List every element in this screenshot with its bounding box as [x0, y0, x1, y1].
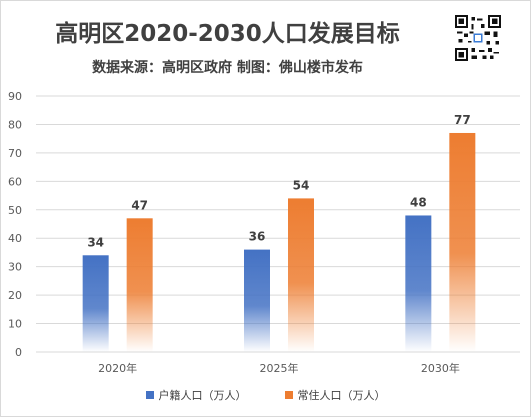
chart-subtitle: 数据来源：高明区政府 制图：佛山楼市发布 — [92, 60, 363, 76]
legend-label-series1: 户籍人口（万人） — [158, 389, 247, 402]
bar-series2 — [126, 218, 153, 352]
data-label: 77 — [454, 113, 471, 127]
y-tick-label: 0 — [15, 346, 22, 359]
chart-title: 高明区2020-2030人口发展目标 — [55, 21, 400, 47]
legend-swatch-series2 — [284, 391, 293, 399]
data-label: 36 — [249, 230, 266, 244]
y-tick-label: 80 — [8, 118, 22, 131]
legend-item-series2: 常住人口（万人） — [284, 387, 386, 403]
y-tick-label: 20 — [8, 289, 22, 302]
data-label: 48 — [410, 195, 427, 209]
data-label: 47 — [131, 198, 148, 212]
y-tick-label: 60 — [8, 175, 22, 188]
y-tick-label: 40 — [8, 232, 22, 245]
y-tick-label: 70 — [8, 147, 22, 160]
y-tick-label: 30 — [8, 261, 22, 274]
data-label: 54 — [293, 178, 310, 192]
legend: 户籍人口（万人） 常住人口（万人） — [0, 387, 531, 403]
x-tick-label: 2025年 — [260, 361, 299, 375]
x-tick-label: 2020年 — [98, 361, 137, 375]
qr-code-icon — [455, 15, 501, 61]
bar-series1 — [82, 255, 109, 352]
y-tick-label: 90 — [8, 90, 22, 103]
bar-series2 — [288, 198, 314, 352]
legend-label-series2: 常住人口（万人） — [297, 389, 386, 402]
data-label: 34 — [87, 235, 104, 249]
legend-item-series1: 户籍人口（万人） — [145, 387, 247, 403]
bar-series1 — [405, 215, 432, 352]
y-tick-label: 10 — [8, 318, 22, 331]
bar-series1 — [244, 249, 270, 352]
y-tick-label: 50 — [8, 204, 22, 217]
legend-swatch-series1 — [145, 391, 154, 399]
x-tick-label: 2030年 — [421, 361, 460, 375]
bar-series2 — [449, 132, 476, 352]
